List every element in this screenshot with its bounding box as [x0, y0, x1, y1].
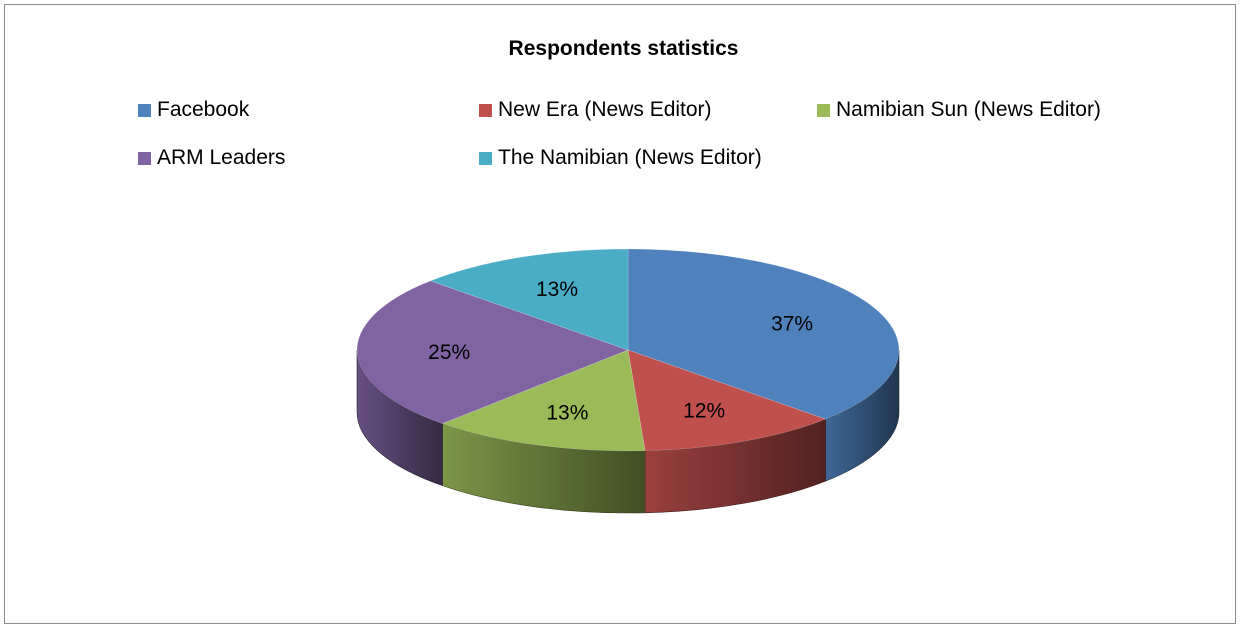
pie-side-walls — [356, 349, 900, 514]
legend-swatch — [138, 151, 151, 165]
legend-label: New Era (News Editor) — [498, 98, 712, 121]
data-label-arm-leaders: 25% — [428, 341, 470, 364]
legend-item-the-namibian: The Namibian (News Editor) — [479, 146, 762, 170]
pie-data-labels: 37% 12% 13% 25% 13% — [428, 278, 813, 425]
pie-top-faces — [356, 248, 900, 452]
legend-item-facebook: Facebook — [138, 98, 249, 122]
legend-swatch — [817, 103, 830, 117]
data-label-the-namibian: 13% — [536, 278, 578, 301]
pie-slice-the-namibian — [429, 248, 629, 351]
legend-swatch — [479, 103, 492, 117]
pie-slice-facebook — [627, 248, 900, 420]
legend-label: Facebook — [157, 98, 250, 121]
legend-swatch — [138, 103, 151, 117]
data-label-facebook: 37% — [771, 313, 813, 336]
data-label-namibian-sun: 13% — [546, 402, 588, 425]
legend-item-arm-leaders: ARM Leaders — [138, 146, 285, 170]
legend-swatch — [479, 151, 492, 165]
chart-title: Respondents statistics — [508, 37, 739, 60]
legend-label: Namibian Sun (News Editor) — [836, 98, 1101, 121]
pie-slice-namibian-sun — [441, 349, 646, 452]
pie-chart: 37% 12% 13% 25% 13% — [356, 248, 900, 514]
legend-label: ARM Leaders — [157, 146, 286, 169]
pie-slice-arm-leaders — [356, 280, 629, 424]
data-label-new-era: 12% — [683, 399, 725, 422]
legend-label: The Namibian (News Editor) — [498, 146, 762, 169]
legend-item-new-era: New Era (News Editor) — [479, 98, 712, 122]
pie-slice-new-era — [627, 349, 827, 452]
legend-item-namibian-sun: Namibian Sun (News Editor) — [817, 98, 1101, 122]
